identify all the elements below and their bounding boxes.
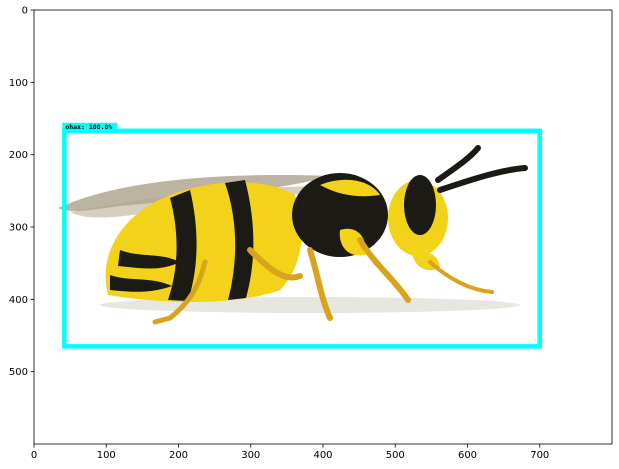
x-tick-label: 600 — [458, 450, 477, 461]
x-tick-label: 500 — [386, 450, 405, 461]
detection-label: ohax: 100.0% — [65, 123, 112, 131]
x-tick-label: 700 — [530, 450, 549, 461]
y-tick-label: 400 — [9, 295, 28, 306]
detection-bounding-box — [62, 128, 542, 349]
x-axis: 0 100 200 300 400 500 600 700 — [31, 444, 549, 461]
x-tick-label: 200 — [169, 450, 188, 461]
y-tick-label: 500 — [9, 367, 28, 378]
x-tick-label: 400 — [313, 450, 332, 461]
wasp-image — [58, 145, 528, 325]
y-tick-label: 100 — [9, 78, 28, 89]
detection-label-background — [62, 122, 118, 131]
y-tick-label: 200 — [9, 150, 28, 161]
detection: ohax: 100.0% — [62, 122, 542, 349]
x-tick-label: 0 — [31, 450, 37, 461]
x-tick-label: 100 — [97, 450, 116, 461]
x-tick-label: 300 — [241, 450, 260, 461]
y-tick-label: 300 — [9, 223, 28, 234]
y-tick-label: 0 — [22, 6, 28, 17]
y-axis: 0 100 200 300 400 500 — [9, 6, 34, 378]
